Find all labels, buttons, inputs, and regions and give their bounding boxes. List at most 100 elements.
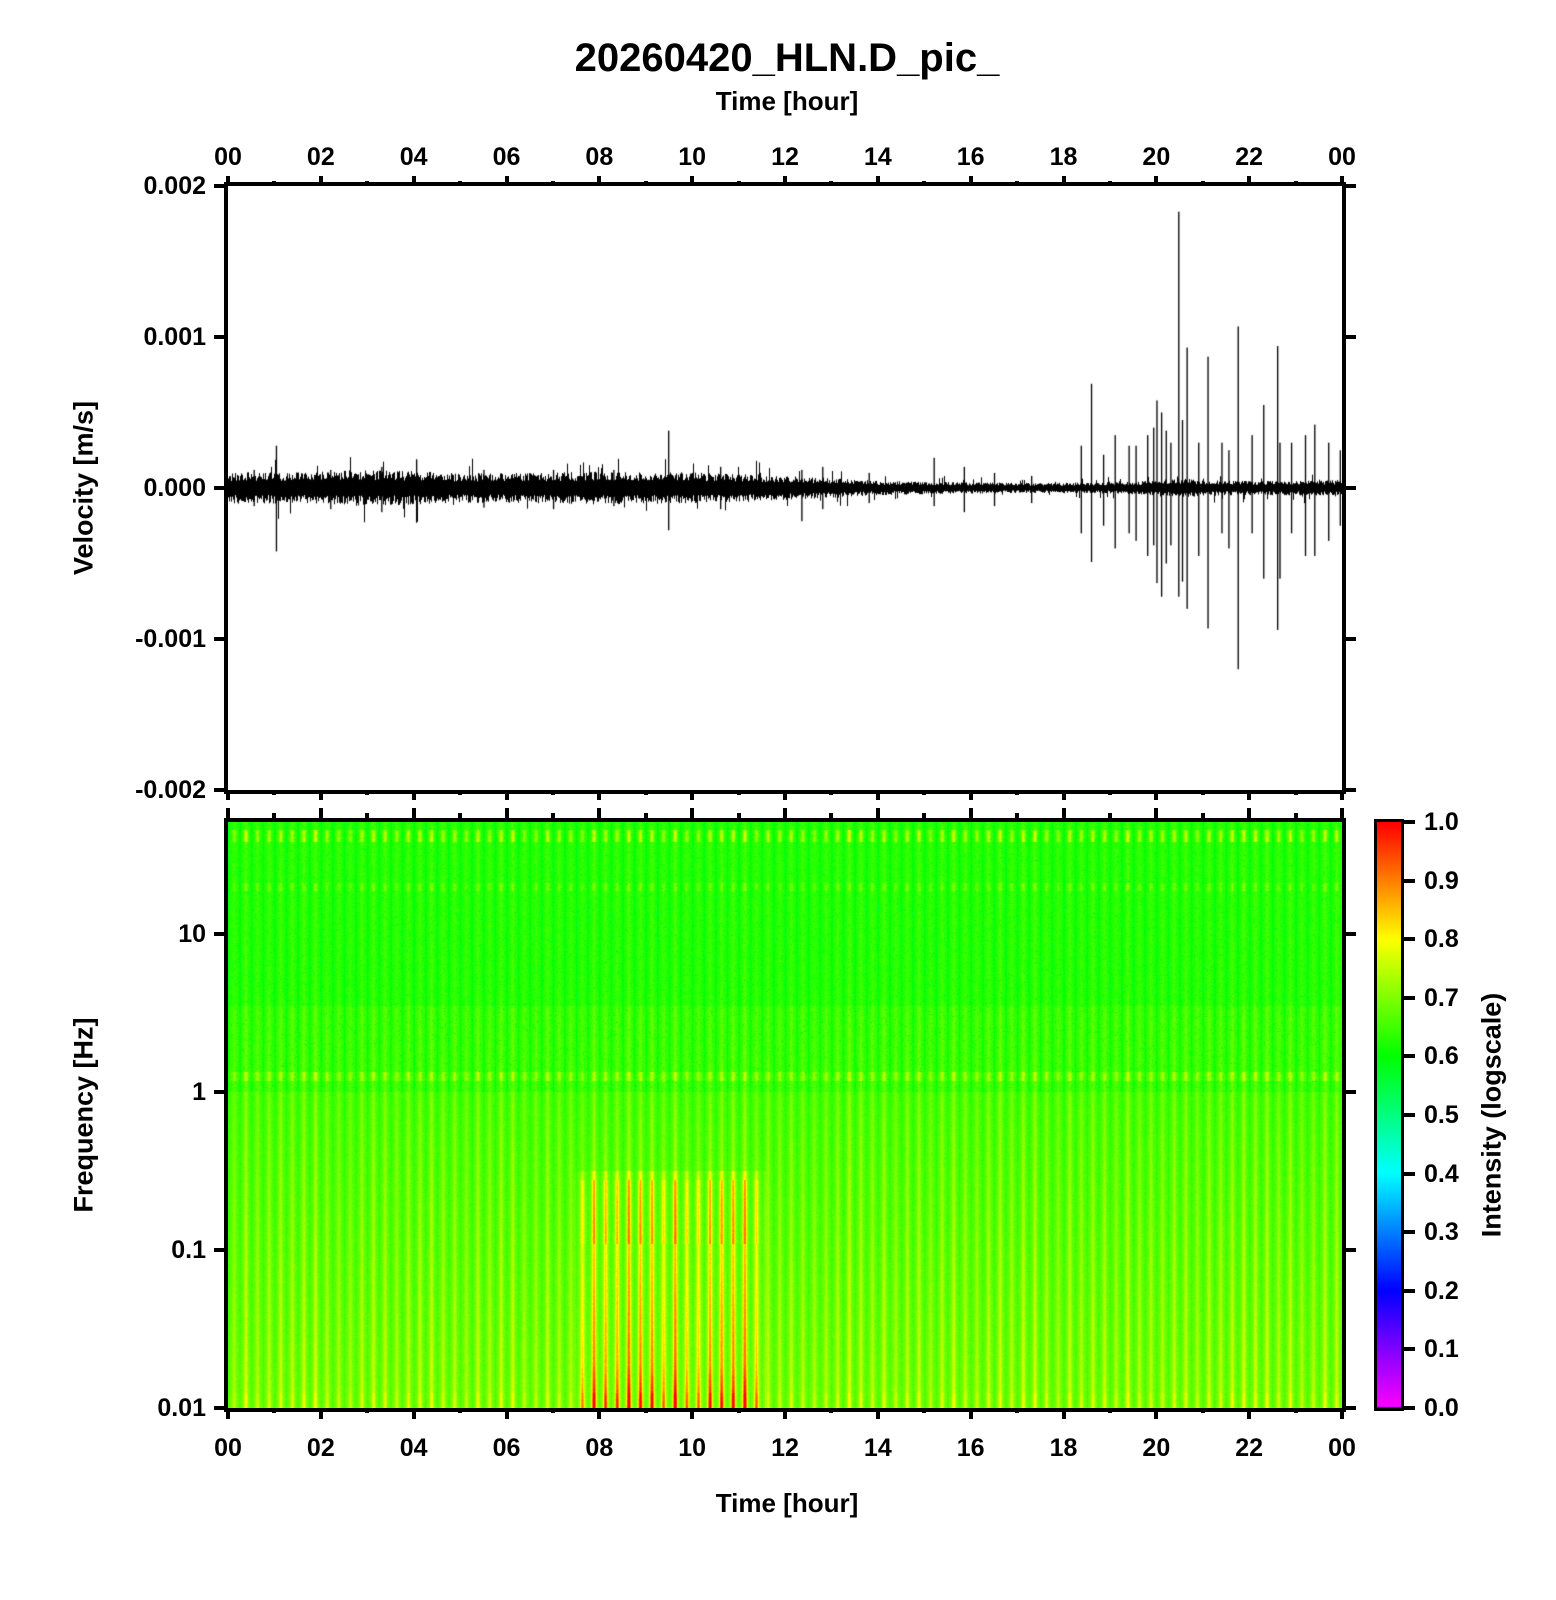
tick-mark xyxy=(1201,1408,1205,1413)
x-tick-label: 18 xyxy=(1049,1434,1078,1462)
tick-mark xyxy=(505,808,509,818)
x-tick-label: 00 xyxy=(214,143,242,171)
x-tick-label: 06 xyxy=(492,143,521,171)
tick-mark xyxy=(1015,790,1019,795)
tick-mark xyxy=(551,790,555,795)
x-tick-label: 04 xyxy=(399,143,428,171)
tick-mark xyxy=(1342,932,1356,936)
tick-mark xyxy=(551,181,555,186)
intensity-tick-label: 1.0 xyxy=(1424,808,1459,836)
tick-mark xyxy=(1342,788,1356,792)
tick-mark xyxy=(214,1248,228,1252)
tick-mark xyxy=(272,1408,276,1413)
intensity-tick-label: 0.2 xyxy=(1424,1276,1459,1305)
x-tick-label: 08 xyxy=(585,1434,614,1462)
tick-mark xyxy=(1062,1408,1066,1419)
tick-mark xyxy=(829,181,833,186)
tick-mark xyxy=(1062,176,1066,186)
tick-mark xyxy=(214,932,228,936)
tick-mark xyxy=(1404,820,1415,824)
tick-mark xyxy=(1108,1408,1112,1413)
tick-mark xyxy=(969,176,973,186)
tick-mark xyxy=(1404,1347,1415,1351)
x-tick-label: 14 xyxy=(863,143,892,171)
colorbar-canvas xyxy=(1377,822,1401,1408)
tick-mark xyxy=(1108,790,1112,795)
tick-mark xyxy=(597,176,601,186)
intensity-tick-label: 0.0 xyxy=(1424,1394,1459,1422)
tick-mark xyxy=(505,790,509,800)
tick-mark xyxy=(1154,790,1158,800)
tick-mark xyxy=(1015,181,1019,186)
tick-mark xyxy=(1342,1248,1356,1252)
waveform-canvas xyxy=(228,186,1342,790)
x-tick-label: 22 xyxy=(1235,1434,1264,1462)
tick-mark xyxy=(365,813,369,818)
tick-mark xyxy=(644,813,648,818)
tick-mark xyxy=(1342,486,1356,490)
frequency-tick-label: 0.1 xyxy=(171,1236,206,1264)
tick-mark xyxy=(1294,181,1298,186)
tick-mark xyxy=(319,790,323,800)
x-tick-label: 00 xyxy=(214,1434,242,1462)
tick-mark xyxy=(597,790,601,800)
velocity-tick-label: 0.002 xyxy=(143,172,206,200)
tick-mark xyxy=(690,808,694,818)
tick-mark xyxy=(214,184,228,188)
tick-mark xyxy=(319,176,323,186)
x-tick-label: 22 xyxy=(1235,143,1264,171)
tick-mark xyxy=(1404,1230,1415,1234)
tick-mark xyxy=(551,813,555,818)
tick-mark xyxy=(1404,996,1415,1000)
velocity-tick-label: -0.001 xyxy=(135,625,206,653)
x-tick-label: 06 xyxy=(492,1434,521,1462)
tick-mark xyxy=(365,790,369,795)
tick-mark xyxy=(458,1408,462,1413)
top-time-axis-title: Time [hour] xyxy=(715,86,859,116)
tick-mark xyxy=(922,1408,926,1413)
tick-mark xyxy=(1404,1054,1415,1058)
velocity-axis-title: Velocity [m/s] xyxy=(68,400,99,576)
tick-mark xyxy=(1247,808,1251,818)
tick-mark xyxy=(597,808,601,818)
velocity-tick-label: 0.001 xyxy=(143,323,206,351)
tick-mark xyxy=(1342,335,1356,339)
tick-mark xyxy=(597,1408,601,1419)
tick-mark xyxy=(876,808,880,818)
x-tick-label: 08 xyxy=(585,143,614,171)
tick-mark xyxy=(783,790,787,800)
tick-mark xyxy=(969,808,973,818)
x-tick-label: 14 xyxy=(863,1434,892,1462)
tick-mark xyxy=(412,176,416,186)
tick-mark xyxy=(272,181,276,186)
tick-mark xyxy=(226,176,230,186)
tick-mark xyxy=(1154,176,1158,186)
tick-mark xyxy=(969,1408,973,1419)
page-title: 20260420_HLN.D_pic_ xyxy=(574,36,1000,80)
tick-mark xyxy=(226,808,230,818)
tick-mark xyxy=(412,790,416,800)
tick-mark xyxy=(783,808,787,818)
tick-mark xyxy=(690,176,694,186)
tick-mark xyxy=(1201,813,1205,818)
tick-mark xyxy=(1247,176,1251,186)
tick-mark xyxy=(1015,1408,1019,1413)
tick-mark xyxy=(1108,813,1112,818)
tick-mark xyxy=(644,790,648,795)
tick-mark xyxy=(1404,1113,1415,1117)
tick-mark xyxy=(1062,790,1066,800)
tick-mark xyxy=(412,1408,416,1419)
tick-mark xyxy=(458,813,462,818)
tick-mark xyxy=(214,1090,228,1094)
tick-mark xyxy=(922,790,926,795)
x-tick-label: 10 xyxy=(678,143,707,171)
tick-mark xyxy=(1015,813,1019,818)
tick-mark xyxy=(365,1408,369,1413)
intensity-tick-label: 0.5 xyxy=(1424,1101,1459,1129)
x-tick-label: 00 xyxy=(1328,1434,1356,1462)
tick-mark xyxy=(551,1408,555,1413)
tick-mark xyxy=(214,335,228,339)
tick-mark xyxy=(690,790,694,800)
tick-mark xyxy=(737,790,741,795)
